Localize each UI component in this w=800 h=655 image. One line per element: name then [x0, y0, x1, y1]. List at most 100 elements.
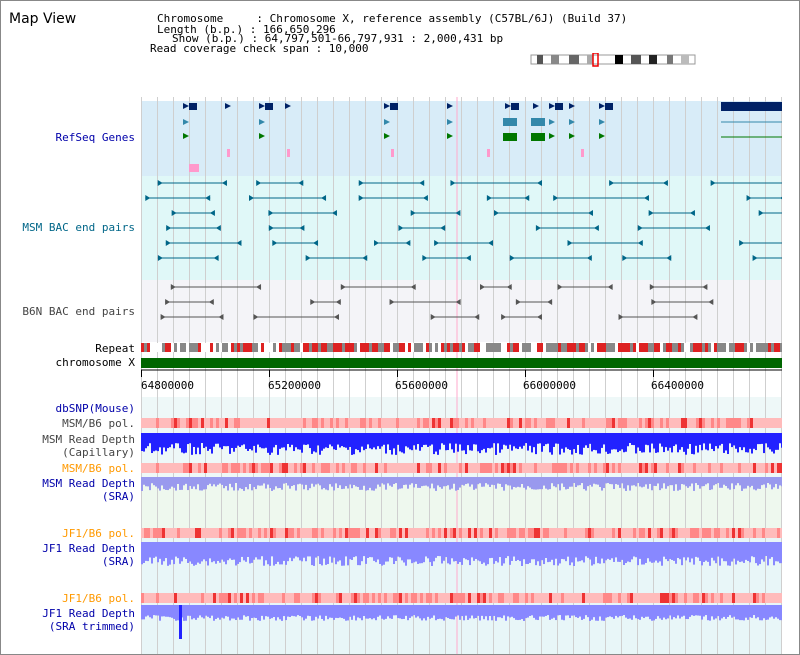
repeat-segment	[297, 343, 300, 352]
pol-cell	[756, 418, 759, 428]
repeat-segment	[303, 343, 306, 352]
pol-cell	[390, 593, 393, 603]
pol-cell	[570, 463, 573, 473]
gene-block	[189, 103, 197, 110]
msm-cap-depth-bar	[469, 433, 471, 451]
pol-cell	[588, 528, 591, 538]
msm-cap-depth-bar	[161, 433, 163, 455]
pol-cell	[225, 528, 228, 538]
pol-cell	[489, 528, 492, 538]
pol-cell	[363, 528, 366, 538]
msm-sra-depth-bar	[373, 477, 375, 491]
jf1-depth-bar	[289, 542, 291, 558]
repeat-segment	[579, 343, 582, 352]
msm-cap-depth-bar	[699, 433, 701, 445]
repeat-segment	[633, 343, 636, 352]
jf1-depth-bar	[629, 542, 631, 563]
pol-cell	[501, 528, 504, 538]
pol-cell	[237, 528, 240, 538]
track-label-b6n-bac[interactable]: B6N BAC end pairs	[22, 305, 135, 318]
track-canvas[interactable]	[141, 97, 782, 654]
msm-sra-depth-bar	[777, 477, 779, 489]
gene-arrow	[599, 103, 605, 109]
pol-cell	[747, 593, 750, 603]
msm-sra-depth-bar	[163, 477, 165, 490]
pol-cell	[669, 418, 672, 428]
msm-cap-depth-bar	[623, 433, 625, 453]
track-label-jf1-pol[interactable]: JF1/B6 pol.	[62, 527, 135, 540]
pol-cell	[711, 593, 714, 603]
msm-cap-depth-bar	[639, 433, 641, 451]
jf1-trim-depth-bar	[345, 605, 347, 621]
jf1-trim-depth-bar	[313, 605, 315, 621]
msm-sra-depth-bar	[277, 477, 279, 489]
track-label-dbsnp[interactable]: dbSNP(Mouse)	[55, 402, 135, 415]
pol-cell	[693, 528, 696, 538]
msm-cap-depth-bar	[613, 433, 615, 450]
repeat-segment	[411, 343, 414, 352]
pol-cell	[201, 463, 204, 473]
msm-sra-depth-bar	[227, 477, 229, 491]
msm-cap-depth-bar	[231, 433, 233, 448]
track-label-jf1-trim[interactable]: JF1 Read Depth	[42, 607, 135, 620]
track-label-jf1-depth[interactable]: JF1 Read Depth	[42, 542, 135, 555]
msm-sra-depth-bar	[615, 477, 617, 485]
pol-cell	[678, 528, 681, 538]
pol-cell	[303, 463, 306, 473]
jf1-trim-depth-bar	[557, 605, 559, 616]
pol-cell	[339, 418, 342, 428]
msm-cap-depth-bar	[479, 433, 481, 454]
msm-sra-depth-bar	[231, 477, 233, 488]
repeat-segment	[669, 343, 672, 352]
pol-cell	[381, 528, 384, 538]
jf1-depth-bar	[151, 542, 153, 564]
jf1-trim-depth-bar	[233, 605, 235, 619]
repeat-segment	[537, 343, 540, 352]
pol-cell	[612, 463, 615, 473]
jf1-trim-depth-bar	[737, 605, 739, 620]
track-label-msm-depth-sra[interactable]: MSM Read Depth	[42, 477, 135, 490]
msm-cap-depth-bar	[361, 433, 363, 447]
pol-cell	[555, 593, 558, 603]
pol-cell	[498, 418, 501, 428]
jf1-depth-bar	[577, 542, 579, 562]
msm-bac-pair-end	[209, 210, 215, 216]
track-label-msm-pol-2[interactable]: MSM/B6 pol.	[62, 462, 135, 475]
msm-cap-depth-bar	[237, 433, 239, 446]
pol-cell	[252, 463, 255, 473]
msm-cap-depth-bar	[301, 433, 303, 453]
msm-cap-depth-bar	[197, 433, 199, 448]
msm-sra-depth-bar	[729, 477, 731, 490]
pol-cell	[738, 528, 741, 538]
track-label-jf1-pol-2[interactable]: JF1/B6 pol.	[62, 592, 135, 605]
chromosome-ideogram[interactable]	[529, 53, 699, 67]
repeat-segment	[729, 343, 732, 352]
pol-cell	[747, 463, 750, 473]
pol-cell	[564, 418, 567, 428]
jf1-depth-bar	[655, 542, 657, 561]
msm-cap-depth-bar	[307, 433, 309, 445]
msm-sra-depth-bar	[423, 477, 425, 486]
pol-cell	[441, 463, 444, 473]
pol-cell	[153, 593, 156, 603]
jf1-depth-bar	[203, 542, 205, 560]
pol-cell	[603, 463, 606, 473]
jf1-depth-bar	[743, 542, 745, 563]
repeat-segment	[525, 343, 528, 352]
repeat-segment	[387, 343, 390, 352]
jf1-trim-depth-bar	[227, 605, 229, 617]
jf1-depth-bar	[545, 542, 547, 558]
jf1-depth-bar	[485, 542, 487, 566]
repeat-segment	[414, 343, 417, 352]
pol-cell	[726, 593, 729, 603]
track-label-msm-pol[interactable]: MSM/B6 pol.	[62, 417, 135, 430]
track-label-msm-bac[interactable]: MSM BAC end pairs	[22, 221, 135, 234]
msm-cap-depth-bar	[175, 433, 177, 444]
pol-cell	[588, 418, 591, 428]
jf1-trim-depth-bar	[331, 605, 333, 618]
track-label-msm-depth-cap[interactable]: MSM Read Depth	[42, 433, 135, 446]
track-label-refseq[interactable]: RefSeq Genes	[55, 131, 135, 144]
jf1-depth-bar	[759, 542, 761, 565]
pol-cell	[711, 528, 714, 538]
pol-cell	[147, 528, 150, 538]
